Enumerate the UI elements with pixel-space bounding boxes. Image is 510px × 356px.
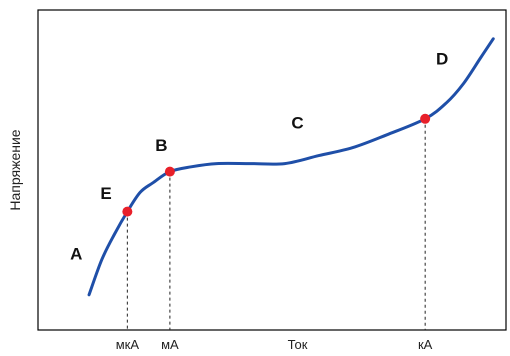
series-curve: [87, 37, 495, 297]
region-label-d: D: [436, 49, 448, 68]
plot-frame: [37, 9, 507, 331]
x-tick-label-2: Ток: [288, 337, 308, 352]
region-label-a: A: [70, 245, 82, 264]
point-e: [122, 206, 133, 217]
guide-lines: [126, 118, 426, 330]
x-tick-label-3: кА: [418, 337, 433, 352]
marked-points: [122, 113, 431, 217]
x-tick-label-0: мкА: [116, 337, 140, 352]
region-label-b: B: [155, 136, 167, 155]
series-line: [87, 37, 495, 297]
point-d: [420, 113, 431, 124]
region-label-c: C: [291, 113, 303, 132]
axes: [37, 9, 507, 331]
y-axis-title: Напряжение: [7, 129, 23, 210]
region-label-e: E: [100, 184, 111, 203]
x-tick-labels: мкА мА Ток кА: [116, 337, 433, 352]
point-b: [164, 166, 175, 177]
region-labels: A E B C D: [70, 49, 448, 263]
x-tick-label-1: мА: [161, 337, 179, 352]
